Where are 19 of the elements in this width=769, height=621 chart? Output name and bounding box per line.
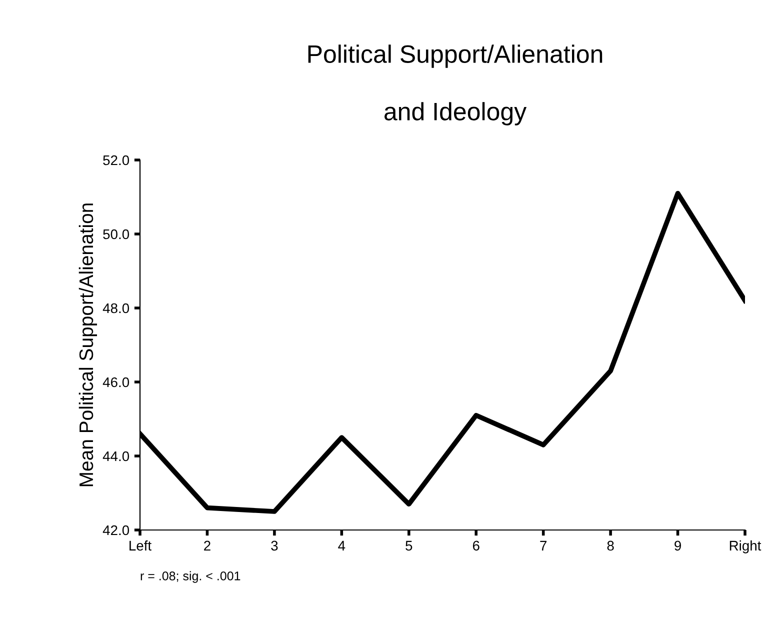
y-tick-label: 44.0 — [102, 451, 130, 462]
y-tick-label: 46.0 — [102, 377, 130, 388]
x-tick-label: Right — [730, 540, 762, 554]
y-axis-title: Mean Political Support/Alienation — [78, 204, 97, 486]
text: r = .08; sig. < .001 — [140, 571, 240, 583]
y-tick-label: 52.0 — [103, 155, 130, 166]
x-tick-label: 4 — [338, 540, 346, 550]
x-tick-label: 7 — [540, 540, 546, 550]
x-tick-label: 3 — [271, 540, 278, 551]
y-tick-label: 50.0 — [103, 229, 130, 240]
chart-title: Political Support/Alienation and Ideology — [308, 44, 602, 126]
x-tick-label: 5 — [406, 540, 412, 551]
x-tick-label: 9 — [674, 540, 681, 551]
x-tick-label: Left — [130, 540, 152, 551]
x-tick-label: 2 — [204, 540, 210, 550]
x-tick-label: 8 — [607, 540, 614, 551]
y-tick-label: 48.0 — [102, 303, 130, 314]
x-tick-label: 6 — [472, 540, 480, 551]
y-tick-label: 42.0 — [102, 525, 130, 536]
